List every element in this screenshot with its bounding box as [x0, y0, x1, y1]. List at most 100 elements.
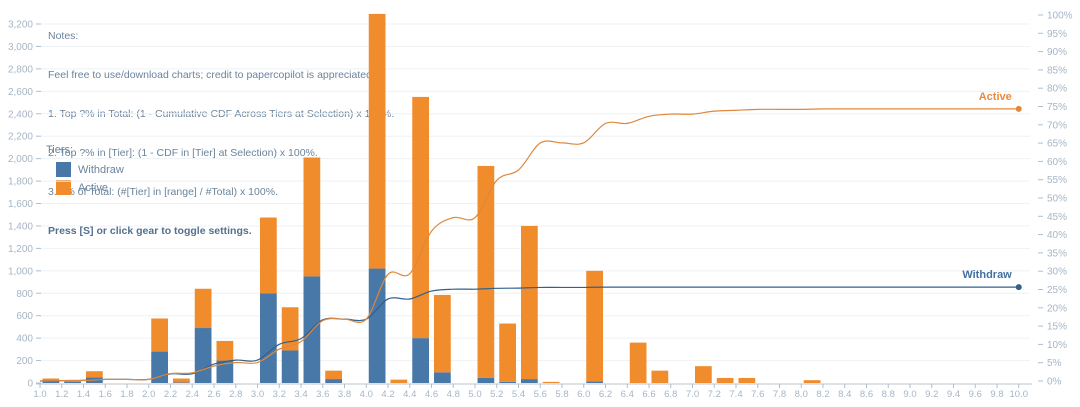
bar-withdraw-segment[interactable] — [368, 268, 386, 383]
bar-withdraw-segment[interactable] — [64, 381, 81, 383]
x-tick-label: 1.8 — [120, 389, 133, 400]
bar-active-segment[interactable] — [64, 381, 81, 382]
x-tick-label: 8.0 — [795, 389, 808, 400]
bar-withdraw-segment[interactable] — [216, 360, 234, 383]
legend-title: Tiers: — [46, 144, 74, 156]
bar-withdraw-segment[interactable] — [586, 381, 603, 383]
right-y-tick-label: 5% — [1047, 358, 1062, 369]
bar-active-segment[interactable] — [477, 165, 495, 378]
bars — [42, 13, 821, 383]
right-y-tick-label: 90% — [1047, 47, 1067, 58]
left-y-tick-label: 2,600 — [8, 87, 33, 98]
bar-active-segment[interactable] — [803, 380, 821, 383]
right-y-tick-label: 50% — [1047, 194, 1067, 205]
bar-active-segment[interactable] — [412, 96, 429, 339]
x-tick-label: 5.0 — [468, 389, 481, 400]
legend-item-label: Active — [78, 181, 108, 194]
bar-active-segment[interactable] — [368, 13, 386, 269]
x-tick-label: 4.8 — [447, 389, 460, 400]
right-y-tick-label: 100% — [1047, 11, 1073, 22]
x-tick-label: 7.6 — [751, 389, 764, 400]
notes-block: Notes: Feel free to use/download charts;… — [48, 4, 394, 264]
active-line-end-dot — [1015, 105, 1022, 112]
x-axis: 1.0 1.2 1.4 1.6 1.8 2.0 2.2 2.4 2.6 2.8 3.0 3.2 3.4 3… — [33, 383, 1032, 400]
x-tick-label: 8.6 — [860, 389, 873, 400]
x-tick-label: 6.6 — [642, 389, 655, 400]
legend-item-label: Withdraw — [78, 163, 124, 176]
bar-withdraw-segment[interactable] — [260, 293, 277, 383]
bar-active-segment[interactable] — [86, 371, 103, 378]
bar-withdraw-segment[interactable] — [325, 379, 342, 383]
x-tick-label: 5.6 — [534, 389, 547, 400]
bar-active-segment[interactable] — [542, 381, 560, 383]
left-y-tick-label: 2,000 — [8, 154, 33, 165]
bar-withdraw-segment[interactable] — [42, 380, 60, 383]
x-tick-label: 7.2 — [708, 389, 721, 400]
left-y-tick-label: 400 — [16, 334, 33, 345]
x-tick-label: 2.0 — [142, 389, 155, 400]
bar-active-segment[interactable] — [434, 294, 451, 373]
bar-active-segment[interactable] — [42, 378, 60, 381]
left-y-tick-label: 3,200 — [8, 20, 33, 31]
bar-withdraw-segment[interactable] — [194, 328, 212, 383]
bar-active-segment[interactable] — [695, 366, 712, 383]
notes-settings-hint: Press [S] or click gear to toggle settin… — [48, 225, 252, 237]
bar-active-segment[interactable] — [173, 378, 190, 383]
bar-active-segment[interactable] — [738, 377, 756, 383]
bar-active-segment[interactable] — [716, 377, 734, 383]
x-tick-label: 10.0 — [1010, 389, 1029, 400]
right-y-tick-label: 20% — [1047, 303, 1067, 314]
bar-active-segment[interactable] — [260, 217, 277, 294]
bar-active-segment[interactable] — [586, 270, 603, 382]
left-y-tick-label: 3,000 — [8, 42, 33, 53]
right-y-tick-label: 85% — [1047, 65, 1067, 76]
bar-active-segment[interactable] — [281, 307, 299, 351]
x-tick-label: 7.0 — [686, 389, 699, 400]
legend-item-active[interactable]: Active — [56, 180, 124, 195]
right-y-tick-label: 65% — [1047, 139, 1067, 150]
x-tick-label: 8.2 — [816, 389, 829, 400]
bar-active-segment[interactable] — [521, 225, 538, 380]
bar-active-segment[interactable] — [651, 370, 669, 383]
notes-title: Notes: — [48, 30, 79, 42]
active-swatch-icon — [56, 180, 71, 195]
x-tick-label: 2.6 — [207, 389, 220, 400]
bar-withdraw-segment[interactable] — [477, 377, 495, 383]
right-y-tick-label: 25% — [1047, 285, 1067, 296]
x-tick-label: 9.4 — [947, 389, 960, 400]
right-y-axis: 0% 5% 10% 15% 20% 25% 30% 35% 40% 45% 50% 55% 60% 65%… — [1038, 11, 1073, 388]
x-tick-label: 5.2 — [490, 389, 503, 400]
bar-active-segment[interactable] — [216, 340, 234, 361]
bar-active-segment[interactable] — [325, 370, 342, 380]
bar-withdraw-segment[interactable] — [412, 338, 429, 383]
x-tick-label: 3.4 — [294, 389, 307, 400]
x-tick-label: 1.0 — [33, 389, 46, 400]
bar-active-segment[interactable] — [194, 288, 212, 329]
x-tick-label: 9.8 — [990, 389, 1003, 400]
bar-active-segment[interactable] — [629, 342, 647, 383]
left-y-tick-label: 1,200 — [8, 244, 33, 255]
bar-withdraw-segment[interactable] — [434, 372, 451, 383]
legend-item-withdraw[interactable]: Withdraw — [56, 162, 124, 177]
x-tick-label: 1.4 — [77, 389, 90, 400]
left-y-tick-label: 200 — [16, 356, 33, 367]
x-tick-label: 6.0 — [577, 389, 590, 400]
bar-active-segment[interactable] — [499, 323, 516, 382]
bar-active-segment[interactable] — [303, 157, 321, 277]
right-y-tick-label: 45% — [1047, 212, 1067, 223]
bar-withdraw-segment[interactable] — [499, 381, 516, 383]
active-line-label: Active — [979, 91, 1012, 103]
bar-withdraw-segment[interactable] — [173, 382, 190, 383]
legend: Tiers: Withdraw Active — [46, 144, 124, 198]
right-y-tick-label: 10% — [1047, 340, 1067, 351]
bar-withdraw-segment[interactable] — [281, 350, 299, 383]
bar-active-segment[interactable] — [390, 379, 408, 383]
x-tick-label: 8.8 — [882, 389, 895, 400]
bar-active-segment[interactable] — [151, 318, 168, 352]
x-tick-label: 4.6 — [425, 389, 438, 400]
bar-withdraw-segment[interactable] — [521, 379, 538, 383]
x-tick-label: 2.2 — [164, 389, 177, 400]
left-y-tick-label: 1,000 — [8, 266, 33, 277]
x-tick-label: 9.6 — [969, 389, 982, 400]
